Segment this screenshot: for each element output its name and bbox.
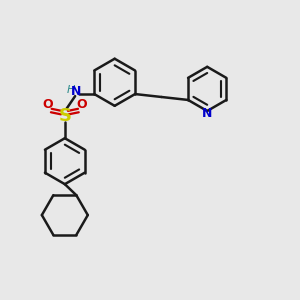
Text: H: H — [67, 85, 75, 94]
Text: O: O — [76, 98, 87, 111]
Text: N: N — [202, 107, 212, 120]
Text: O: O — [42, 98, 53, 111]
Text: S: S — [58, 106, 71, 124]
Text: N: N — [71, 85, 81, 98]
